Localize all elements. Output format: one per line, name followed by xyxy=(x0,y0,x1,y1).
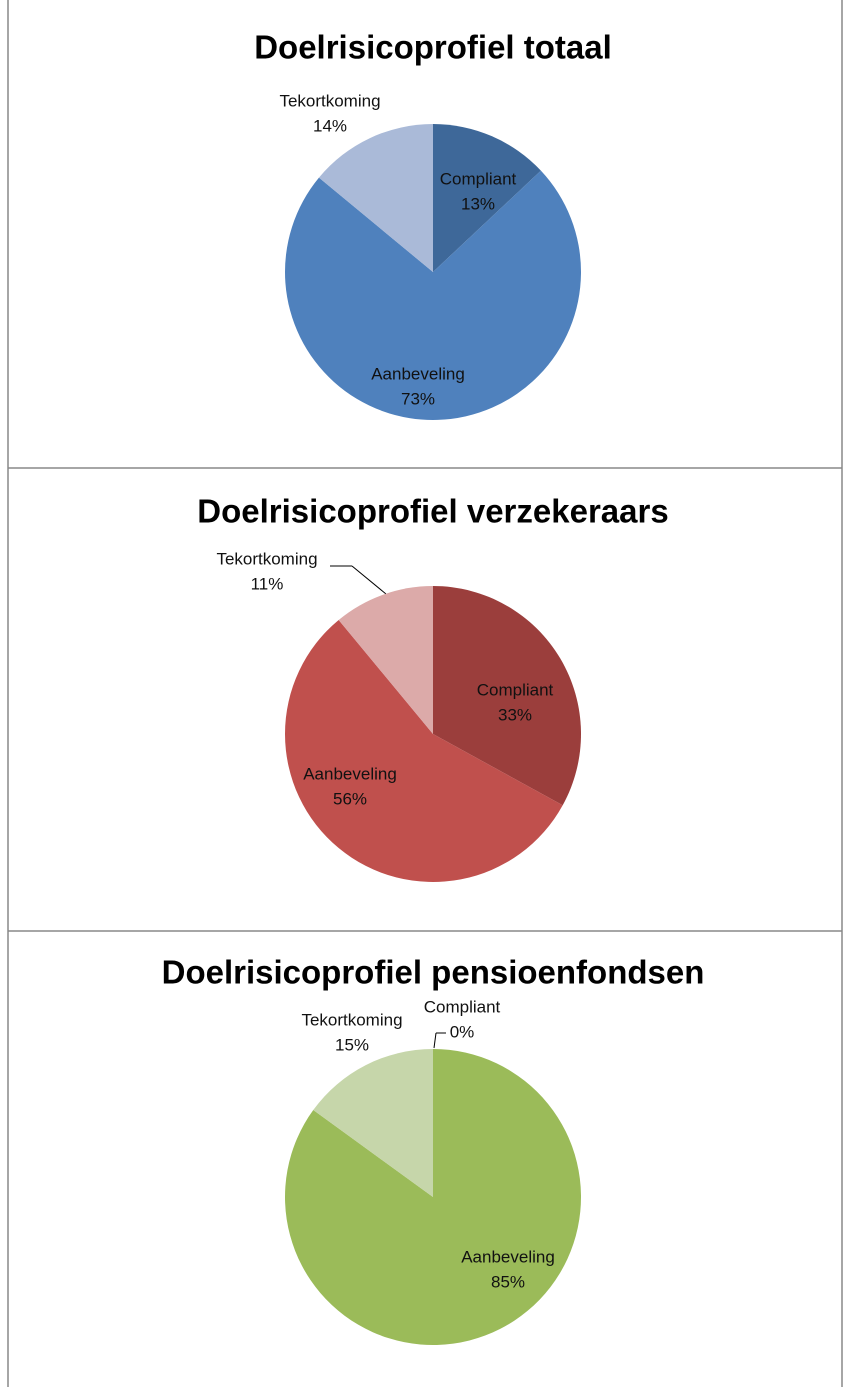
pie-slice xyxy=(433,124,541,272)
slice-value-label: 13% xyxy=(461,194,495,213)
slice-value-label: 0% xyxy=(450,1022,475,1041)
chart-title: Doelrisicoprofiel totaal xyxy=(254,29,612,66)
chart-title: Doelrisicoprofiel pensioenfondsen xyxy=(162,954,705,991)
slice-value-label: 73% xyxy=(401,389,435,408)
slice-value-label: 15% xyxy=(335,1035,369,1054)
slice-label: Compliant xyxy=(477,680,554,699)
pie-slice xyxy=(284,619,563,882)
pie-slice xyxy=(318,124,433,272)
slice-label: Compliant xyxy=(424,997,501,1016)
slice-value-label: 56% xyxy=(333,789,367,808)
leader-line xyxy=(351,565,387,595)
slice-label: Tekortkoming xyxy=(301,1010,402,1029)
slice-label: Compliant xyxy=(440,169,517,188)
pie-slice xyxy=(338,586,433,734)
pie-slice xyxy=(313,1049,433,1197)
slice-value-label: 11% xyxy=(251,574,284,593)
chart-title: Doelrisicoprofiel verzekeraars xyxy=(197,493,668,530)
slice-label: Aanbeveling xyxy=(371,364,465,383)
slice-value-label: 33% xyxy=(498,705,532,724)
slice-label: Tekortkoming xyxy=(216,549,317,568)
slice-value-label: 85% xyxy=(491,1272,525,1291)
pie-slice xyxy=(433,586,581,806)
slice-label: Aanbeveling xyxy=(303,764,397,783)
slice-label: Aanbeveling xyxy=(461,1247,555,1266)
slice-value-label: 14% xyxy=(313,116,347,135)
leader-line xyxy=(433,1032,437,1049)
pie-slice xyxy=(285,170,581,421)
slice-label: Tekortkoming xyxy=(279,91,380,110)
